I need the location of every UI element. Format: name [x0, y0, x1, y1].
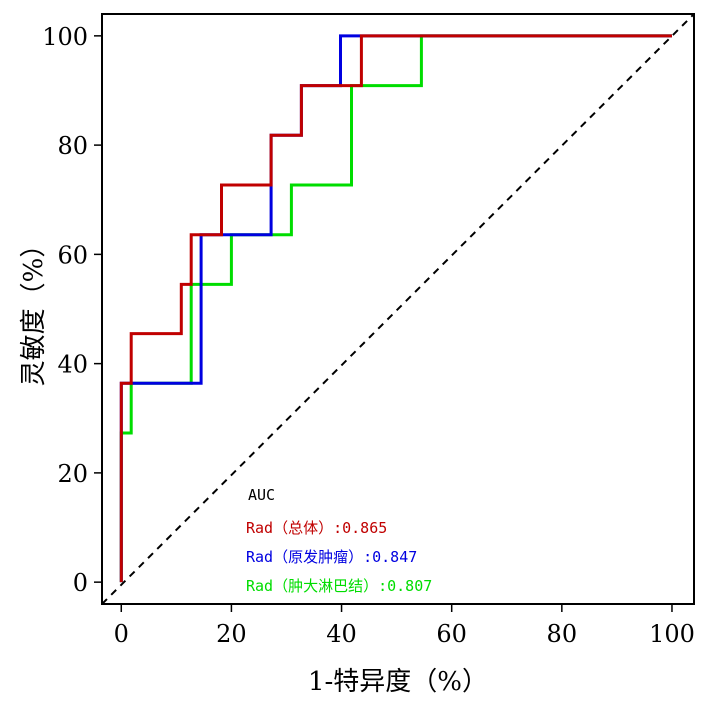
plot-area — [101, 13, 695, 605]
legend-entry-lymph-node: Rad（肿大淋巴结）:0.807 — [246, 577, 432, 595]
legend-entry-overall: Rad（总体）:0.865 — [246, 519, 387, 537]
legend-title: AUC — [248, 486, 275, 504]
y-tick-label: 20 — [57, 460, 88, 488]
legend-entry-primary-tumor: Rad（原发肿瘤）:0.847 — [246, 548, 417, 566]
x-tick-label: 0 — [114, 620, 129, 648]
y-tick-label: 40 — [57, 351, 88, 379]
legend: AUC Rad（总体）:0.865 Rad（原发肿瘤）:0.847 Rad（肿大… — [246, 486, 432, 595]
x-tick-label: 80 — [547, 620, 578, 648]
x-tick-label: 20 — [216, 620, 247, 648]
axes: 0 20 40 60 80 100 0 20 40 60 80 100 — [42, 13, 695, 648]
y-tick-label: 100 — [42, 23, 88, 51]
y-tick-label: 80 — [57, 132, 88, 160]
x-axis-title: 1-特异度（%） — [308, 667, 488, 697]
x-tick-label: 60 — [436, 620, 467, 648]
x-tick-label: 40 — [326, 620, 357, 648]
roc-curve-series-1 — [119, 34, 672, 583]
x-tick-label: 100 — [649, 620, 695, 648]
y-tick-label: 60 — [57, 241, 88, 269]
reference-diagonal-line — [101, 13, 695, 605]
y-axis-title: 灵敏度（%） — [19, 232, 49, 387]
y-tick-label: 0 — [73, 569, 88, 597]
plot-frame — [101, 13, 695, 605]
